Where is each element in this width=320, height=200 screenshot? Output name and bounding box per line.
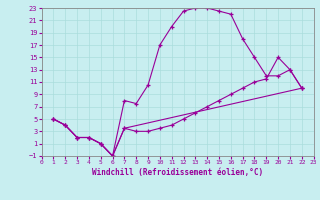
X-axis label: Windchill (Refroidissement éolien,°C): Windchill (Refroidissement éolien,°C) bbox=[92, 168, 263, 177]
